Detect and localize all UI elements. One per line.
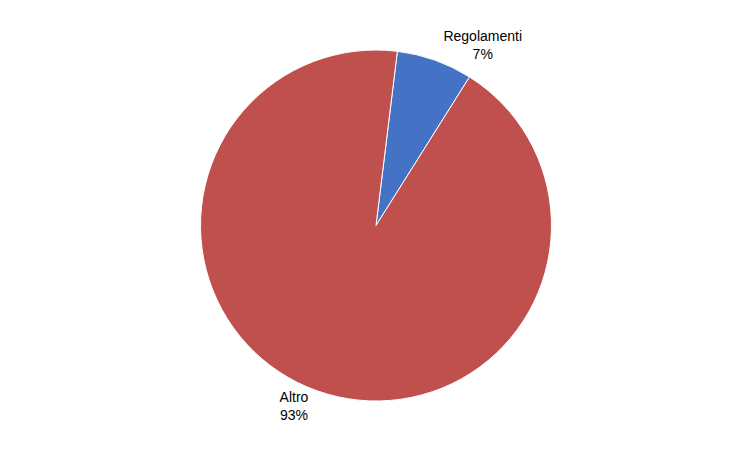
- svg-text:Altro93%: Altro93%: [280, 389, 309, 423]
- svg-text:Regolamenti7%: Regolamenti7%: [443, 28, 522, 62]
